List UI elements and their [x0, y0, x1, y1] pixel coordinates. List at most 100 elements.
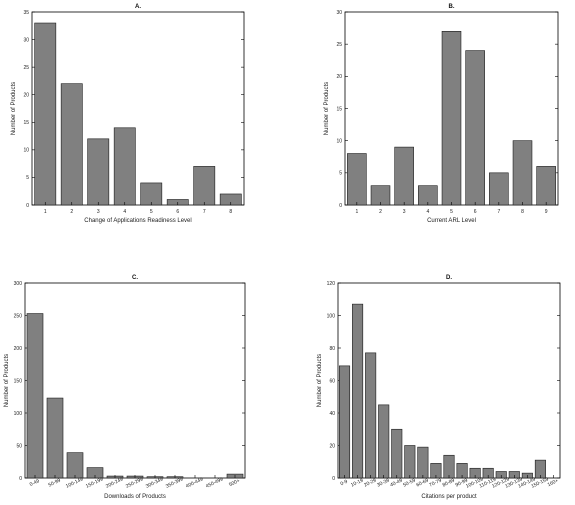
y-axis-label: Number of Products — [11, 82, 17, 135]
y-tick-label: 0 — [26, 203, 29, 209]
y-tick-label: 30 — [336, 10, 342, 16]
y-axis-label: Number of Products — [324, 82, 330, 135]
y-tick-label: 10 — [336, 138, 342, 144]
bar-50-59 — [404, 445, 416, 479]
x-tick-label: 7 — [203, 209, 206, 215]
x-tick-label: 6 — [176, 209, 179, 215]
x-tick-label: 4 — [123, 209, 126, 215]
y-tick-label: 40 — [329, 411, 335, 417]
chart-title: C. — [132, 275, 138, 281]
bar-60-69 — [417, 446, 429, 479]
bar-2 — [60, 83, 83, 206]
bar-0-49 — [26, 313, 44, 479]
x-tick-label: 90-99 — [455, 478, 469, 489]
x-tick-label: 8 — [521, 209, 524, 215]
x-tick-label: 30-39 — [376, 478, 390, 489]
chart-title: B. — [449, 4, 455, 10]
chart-panel-1: A. 0 5 10 15 20 25 30 35 1 2 3 4 5 6 7 8 Change of Applic… — [11, 4, 245, 224]
y-tick-label: 300 — [14, 281, 23, 287]
bar-100-149 — [66, 452, 84, 479]
x-tick-label: 50-99 — [48, 478, 62, 489]
x-axis-label: Citations per product — [421, 494, 477, 500]
y-axis-label: Number of Products — [317, 354, 323, 407]
y-tick-label: 0 — [332, 476, 335, 482]
bar-7 — [193, 166, 216, 206]
chart-panel-4: D. 0 20 40 60 80 100 120 0-9 10-1920-2930-3940-49… — [317, 275, 561, 500]
x-tick-label: 40-49 — [389, 478, 403, 489]
bar-4 — [113, 127, 136, 206]
bar-5 — [140, 182, 163, 206]
x-tick-label: 60-69 — [415, 478, 429, 489]
bar-9 — [536, 166, 556, 206]
plot-area-frame — [31, 11, 245, 206]
bar-7 — [489, 172, 509, 206]
y-tick-label: 0 — [19, 476, 22, 482]
x-tick-label: 1 — [355, 209, 358, 215]
y-tick-label: 0 — [339, 203, 342, 209]
bar-6 — [465, 50, 485, 206]
y-tick-label: 100 — [14, 411, 23, 417]
bar-30-39 — [378, 404, 390, 479]
y-tick-label: 20 — [336, 74, 342, 80]
chart-title: D. — [446, 275, 452, 281]
x-tick-label: 2 — [70, 209, 73, 215]
x-tick-label: 500+ — [228, 478, 241, 488]
bar-50-99 — [46, 397, 64, 479]
x-tick-label: 0-9 — [340, 479, 349, 488]
x-tick-label: 0-49 — [29, 478, 41, 488]
chart-title: A. — [135, 4, 141, 10]
x-tick-label: 160+ — [547, 478, 560, 488]
x-tick-label: 3 — [97, 209, 100, 215]
y-tick-label: 35 — [23, 10, 29, 16]
x-tick-label: 9 — [545, 209, 548, 215]
y-tick-label: 150 — [14, 378, 23, 384]
bar-5 — [441, 30, 462, 206]
y-tick-label: 25 — [23, 65, 29, 71]
y-tick-label: 120 — [327, 281, 336, 287]
x-tick-label: 3 — [403, 209, 406, 215]
x-axis-label: Downloads of Products — [104, 494, 166, 500]
chart-panel-2: B. 0 5 10 15 20 25 30 1 2 3 4 5 6 7 8 9 Current ARL Level… — [324, 4, 559, 224]
y-tick-label: 15 — [23, 120, 29, 126]
y-tick-label: 25 — [336, 42, 342, 48]
y-tick-label: 5 — [26, 175, 29, 181]
x-axis-label: Current ARL Level — [427, 218, 476, 224]
x-tick-label: 1 — [44, 209, 47, 215]
x-tick-label: 4 — [426, 209, 429, 215]
x-tick-label: 80-89 — [442, 478, 456, 489]
x-tick-label: 5 — [450, 209, 453, 215]
x-tick-label: 50-59 — [402, 478, 416, 489]
bar-20-29 — [365, 352, 377, 479]
bar-3 — [394, 146, 414, 206]
x-axis-label: Change of Applications Readiness Level — [84, 218, 191, 224]
bar-3 — [87, 138, 110, 206]
y-tick-label: 15 — [336, 106, 342, 112]
bar-8 — [512, 140, 533, 206]
bar-10-19 — [352, 303, 364, 479]
bar-0-9 — [339, 365, 351, 479]
bar-1 — [34, 22, 57, 206]
y-tick-label: 10 — [23, 148, 29, 154]
x-tick-label: 70-79 — [428, 478, 442, 489]
y-tick-label: 20 — [23, 93, 29, 99]
x-tick-label: 10-19 — [350, 478, 364, 489]
bar-40-49 — [391, 428, 403, 479]
x-tick-label: 2 — [379, 209, 382, 215]
x-tick-label: 7 — [497, 209, 500, 215]
y-tick-label: 30 — [23, 37, 29, 43]
bar-1 — [347, 153, 367, 206]
y-axis-label: Number of Products — [4, 354, 10, 407]
y-tick-label: 5 — [339, 171, 342, 177]
y-tick-label: 80 — [329, 346, 335, 352]
x-tick-label: 8 — [229, 209, 232, 215]
y-tick-label: 250 — [14, 313, 23, 319]
x-tick-label: 5 — [150, 209, 153, 215]
y-tick-label: 200 — [14, 346, 23, 352]
x-tick-label: 6 — [474, 209, 477, 215]
y-tick-label: 60 — [329, 378, 335, 384]
bar-80-89 — [443, 454, 455, 479]
x-tick-label: 20-29 — [363, 478, 377, 489]
y-tick-label: 50 — [16, 443, 22, 449]
